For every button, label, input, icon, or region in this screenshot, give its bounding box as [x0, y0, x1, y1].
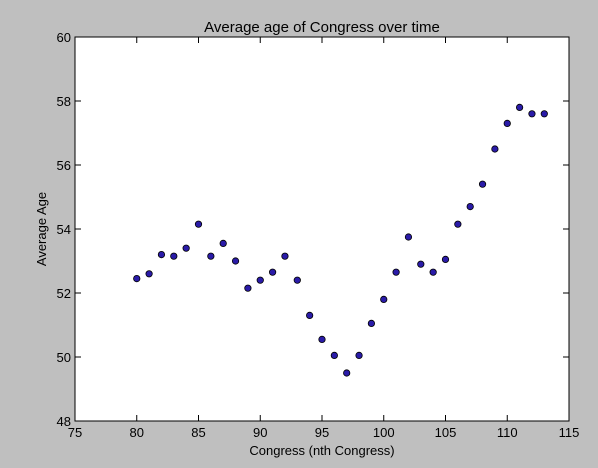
data-point: [515, 103, 524, 112]
data-point: [157, 251, 166, 259]
data-point: [145, 270, 153, 278]
data-point: [417, 260, 425, 268]
x-tick-label: 95: [315, 425, 329, 440]
data-point: [330, 351, 338, 359]
data-point: [478, 180, 487, 188]
data-point: [194, 220, 203, 228]
x-tick-label: 115: [559, 425, 580, 440]
x-tick-label: 80: [130, 425, 144, 440]
x-tick-label: 85: [191, 425, 205, 440]
data-point: [293, 276, 301, 284]
data-point: [491, 145, 499, 153]
tick-labels: 75 80 85 90 95 100 105 110 115 48 50 52 54 56 58 60: [57, 30, 580, 440]
data-point: [182, 244, 190, 252]
data-point: [219, 239, 227, 247]
x-tick-label: 110: [497, 425, 518, 440]
data-point: [318, 335, 326, 343]
data-point: [133, 274, 141, 283]
y-tick-label: 54: [57, 222, 71, 237]
chart-title: Average age of Congress over time: [204, 19, 440, 36]
data-point: [268, 268, 277, 276]
data-point: [170, 252, 178, 260]
data-point: [244, 284, 252, 292]
data-point: [281, 252, 289, 260]
x-tick-label: 75: [68, 425, 82, 440]
x-tick-label: 100: [373, 425, 395, 440]
data-point: [392, 268, 400, 276]
data-point: [256, 276, 264, 284]
data-point: [466, 203, 474, 211]
plot-area: [75, 37, 569, 421]
x-tick-label: 90: [253, 425, 267, 440]
y-tick-label: 48: [57, 414, 71, 429]
y-axis-label: Average Age: [34, 192, 49, 266]
x-tick-label: 105: [435, 425, 457, 440]
data-point: [528, 110, 536, 118]
data-point: [207, 252, 215, 260]
data-point: [380, 295, 388, 303]
data-point: [404, 233, 413, 241]
data-point: [343, 369, 351, 377]
data-point: [454, 220, 462, 228]
plot-frame: [74, 36, 570, 422]
y-tick-label: 60: [57, 30, 71, 45]
data-point: [540, 110, 548, 118]
y-tick-label: 58: [57, 94, 71, 109]
data-point: [306, 311, 314, 319]
y-tick-label: 52: [57, 286, 71, 301]
data-point: [429, 268, 437, 276]
data-point: [231, 257, 240, 265]
data-point: [503, 119, 511, 128]
y-tick-label: 50: [57, 350, 71, 365]
data-point: [355, 351, 363, 359]
y-tick-label: 56: [57, 158, 71, 173]
data-point: [367, 319, 375, 327]
data-point: [441, 255, 450, 263]
scatter-points: [133, 103, 548, 377]
x-axis-label: Congress (nth Congress): [249, 443, 394, 458]
